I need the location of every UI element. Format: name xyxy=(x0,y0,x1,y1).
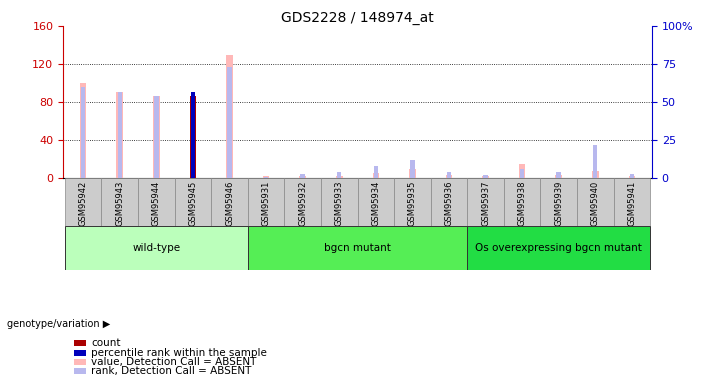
Bar xyxy=(247,178,285,226)
Bar xyxy=(118,92,122,178)
Bar xyxy=(447,172,451,178)
Text: GSM95941: GSM95941 xyxy=(627,180,637,226)
Bar xyxy=(190,96,196,178)
Bar xyxy=(154,96,158,178)
Bar xyxy=(577,178,613,226)
Bar xyxy=(374,166,378,178)
Text: count: count xyxy=(91,338,121,348)
Bar xyxy=(593,145,597,178)
Bar xyxy=(394,178,430,226)
Bar xyxy=(446,175,452,178)
Text: rank, Detection Call = ABSENT: rank, Detection Call = ABSENT xyxy=(91,366,252,375)
Bar xyxy=(430,178,468,226)
Text: GSM95942: GSM95942 xyxy=(79,180,88,226)
Bar xyxy=(468,178,504,226)
Text: GSM95931: GSM95931 xyxy=(261,180,271,226)
Bar xyxy=(211,178,247,226)
Text: GSM95943: GSM95943 xyxy=(115,180,124,226)
Bar xyxy=(592,171,599,178)
Text: GSM95940: GSM95940 xyxy=(591,180,600,226)
Bar xyxy=(299,176,306,178)
Bar xyxy=(191,92,195,178)
Text: GSM95938: GSM95938 xyxy=(517,180,526,226)
Text: GSM95934: GSM95934 xyxy=(372,180,381,226)
Bar xyxy=(519,164,525,178)
Bar xyxy=(175,178,211,226)
Text: value, Detection Call = ABSENT: value, Detection Call = ABSENT xyxy=(91,357,257,367)
Bar xyxy=(65,226,247,270)
Bar xyxy=(138,178,175,226)
Bar xyxy=(65,178,102,226)
Bar xyxy=(520,169,524,178)
Text: GSM95932: GSM95932 xyxy=(298,180,307,226)
Bar xyxy=(226,55,233,178)
Bar xyxy=(613,178,650,226)
Bar xyxy=(301,174,305,178)
Bar xyxy=(504,178,540,226)
Text: GSM95935: GSM95935 xyxy=(408,180,417,226)
Bar xyxy=(358,178,394,226)
Bar xyxy=(409,169,416,178)
Bar xyxy=(555,175,562,178)
Text: Os overexpressing bgcn mutant: Os overexpressing bgcn mutant xyxy=(475,243,642,253)
Text: genotype/variation ▶: genotype/variation ▶ xyxy=(7,320,110,329)
Bar xyxy=(116,92,123,178)
Bar xyxy=(264,177,268,178)
Text: wild-type: wild-type xyxy=(132,243,180,253)
Bar xyxy=(372,173,379,178)
Bar xyxy=(337,172,341,178)
Text: GSM95945: GSM95945 xyxy=(189,180,198,226)
Title: GDS2228 / 148974_at: GDS2228 / 148974_at xyxy=(281,11,434,25)
Bar xyxy=(336,176,343,178)
Bar xyxy=(321,178,358,226)
Bar xyxy=(482,176,489,178)
Bar xyxy=(102,178,138,226)
Text: percentile rank within the sample: percentile rank within the sample xyxy=(91,348,267,357)
Bar xyxy=(483,175,488,178)
Bar xyxy=(629,174,634,178)
Text: GSM95946: GSM95946 xyxy=(225,180,234,226)
Bar xyxy=(410,160,414,178)
Bar xyxy=(557,172,561,178)
Text: GSM95937: GSM95937 xyxy=(481,180,490,226)
Bar xyxy=(247,226,468,270)
Bar xyxy=(629,176,635,178)
Bar xyxy=(153,96,160,178)
Bar xyxy=(540,178,577,226)
Text: GSM95936: GSM95936 xyxy=(444,180,454,226)
Bar xyxy=(80,83,86,178)
Bar xyxy=(227,67,232,178)
Text: GSM95933: GSM95933 xyxy=(334,180,343,226)
Bar xyxy=(81,87,86,178)
Bar xyxy=(468,226,650,270)
Bar xyxy=(285,178,321,226)
Text: GSM95939: GSM95939 xyxy=(554,180,563,226)
Text: bgcn mutant: bgcn mutant xyxy=(324,243,391,253)
Text: GSM95944: GSM95944 xyxy=(152,180,161,226)
Bar xyxy=(263,176,269,178)
